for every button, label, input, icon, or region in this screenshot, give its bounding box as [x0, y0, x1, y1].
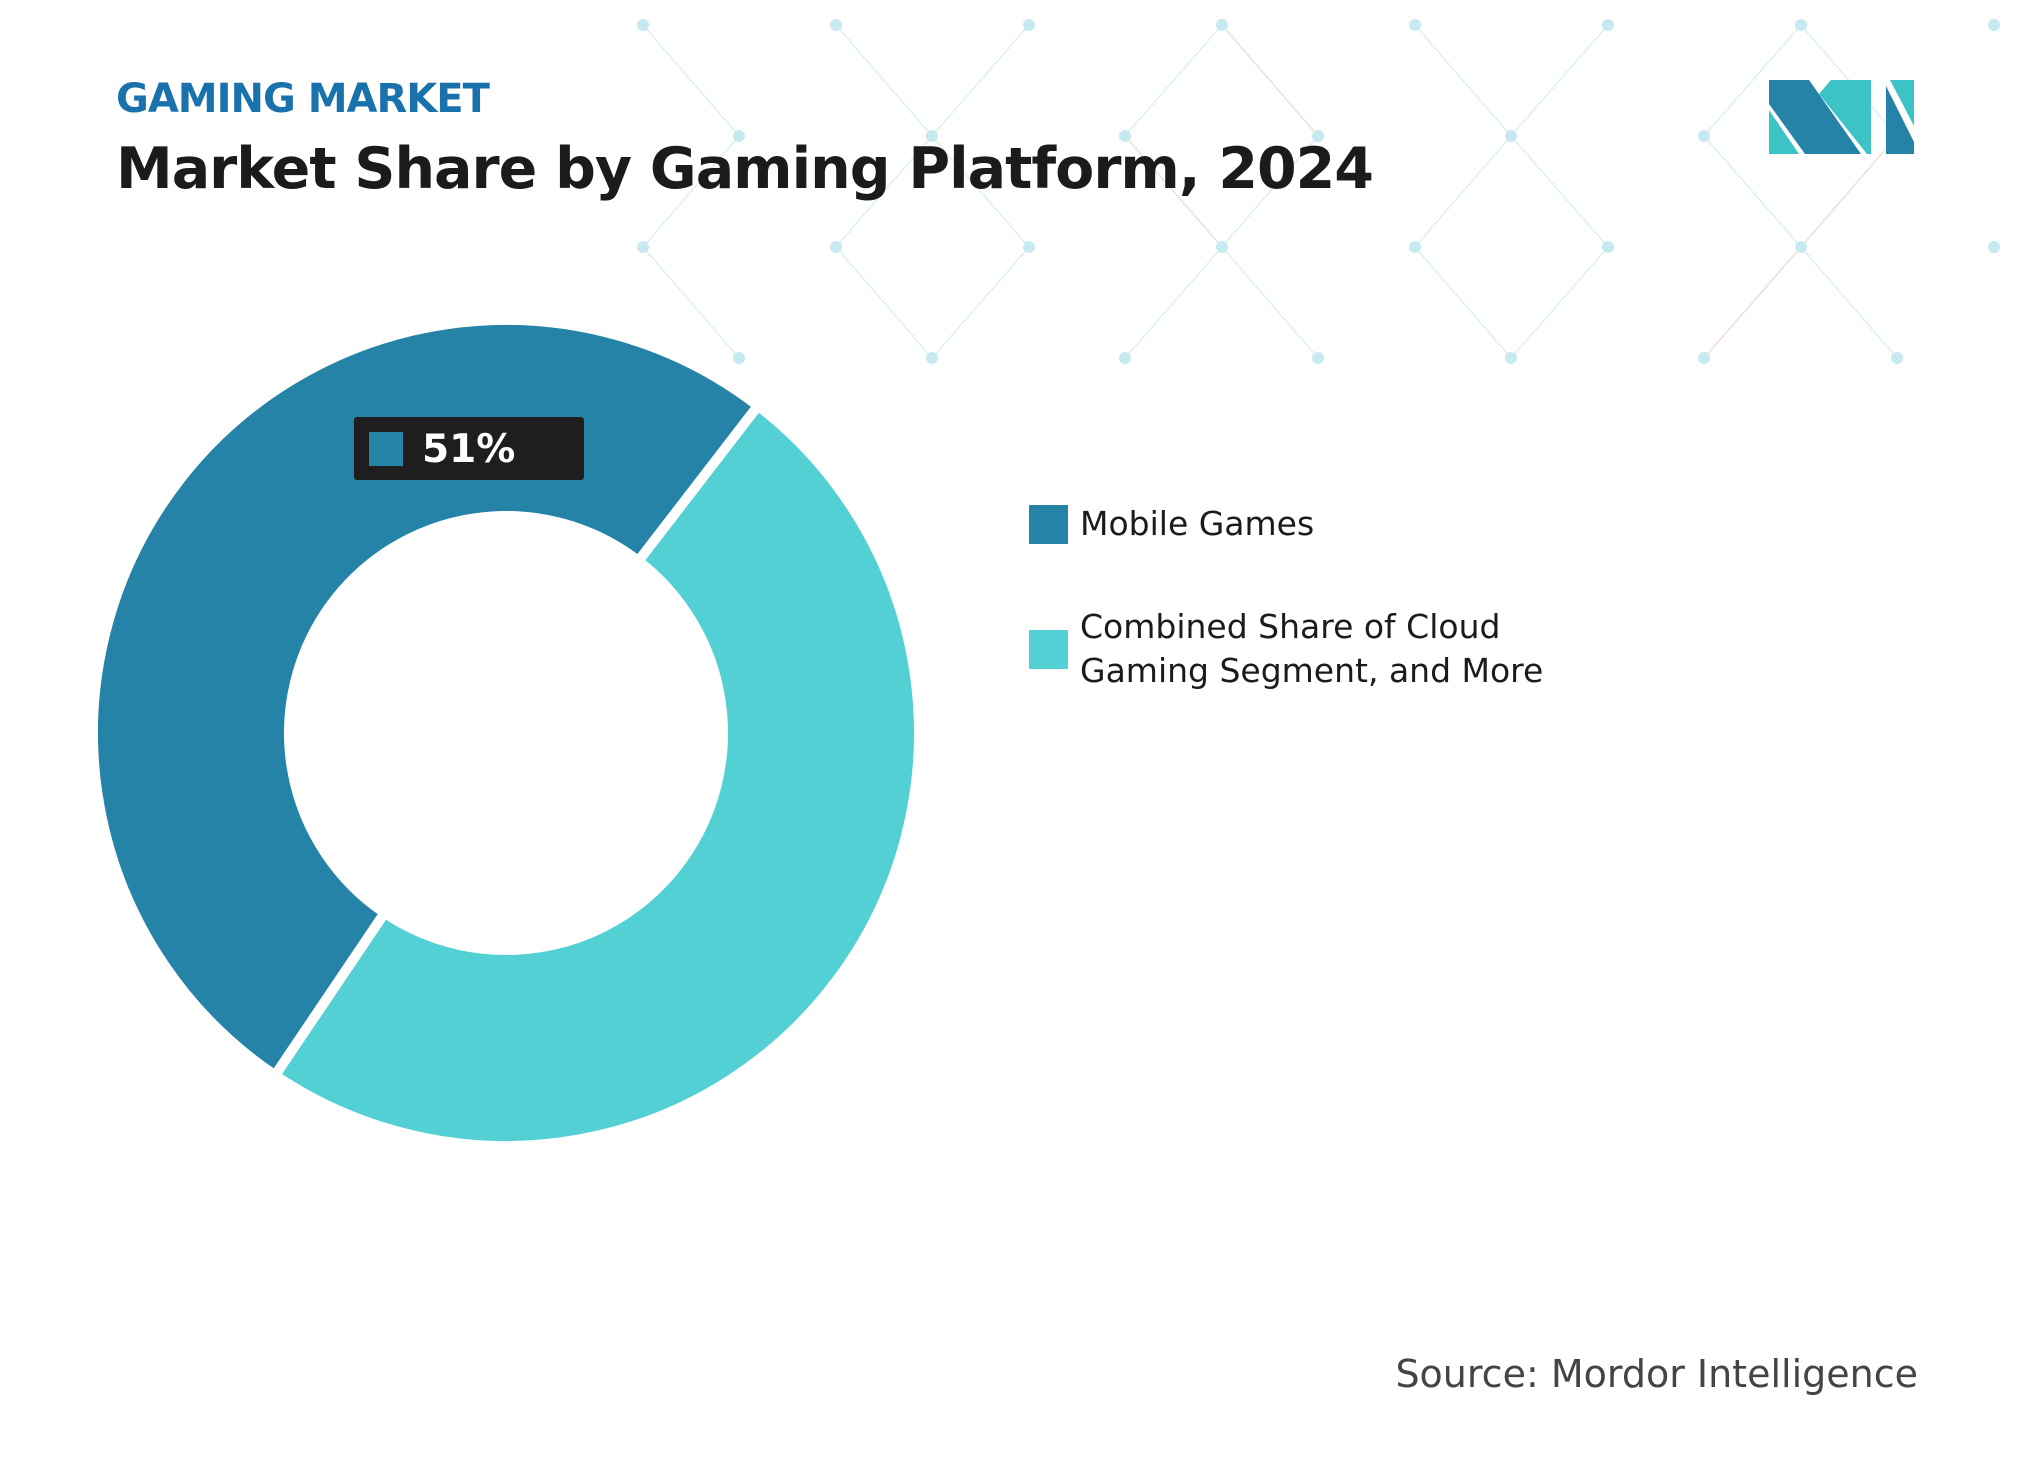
legend-swatch: [1029, 505, 1068, 544]
donut-chart: [87, 314, 924, 1151]
donut-slice-cloud-and-more: [268, 398, 924, 1151]
pattern-line: [835, 246, 933, 359]
pattern-dot: [1988, 19, 2000, 31]
pattern-dot: [637, 241, 649, 253]
pattern-line: [1800, 135, 1898, 248]
pattern-line: [1221, 246, 1319, 359]
legend-swatch: [1029, 630, 1068, 669]
pattern-line: [1510, 24, 1609, 137]
pattern-dot: [1505, 352, 1517, 364]
pattern-line: [1703, 135, 1802, 248]
pattern-dot: [1602, 241, 1614, 253]
chart-title: Market Share by Gaming Platform, 2024: [116, 136, 1374, 202]
pattern-dot: [1795, 241, 1807, 253]
pattern-dot: [1891, 352, 1903, 364]
pattern-dot: [1216, 241, 1228, 253]
report-kicker: GAMING MARKET: [116, 76, 490, 122]
pattern-dot: [1988, 241, 2000, 253]
pattern-dot: [1698, 352, 1710, 364]
pattern-dot: [830, 19, 842, 31]
pattern-line: [835, 24, 933, 137]
pattern-dot: [1698, 130, 1710, 142]
pattern-line: [1510, 246, 1609, 359]
pattern-line: [1414, 135, 1512, 248]
pattern-line: [1800, 246, 1898, 359]
pattern-dot: [926, 130, 938, 142]
legend-label: Combined Share of Cloud Gaming Segment, …: [1080, 605, 1680, 693]
pattern-dot: [1023, 19, 1035, 31]
legend-label-line2: Gaming Segment, and More: [1080, 651, 1544, 690]
pattern-dot: [1216, 19, 1228, 31]
pattern-line: [642, 246, 740, 359]
pattern-line: [642, 24, 740, 137]
pattern-line: [931, 135, 1030, 248]
data-label-swatch: [369, 432, 403, 466]
pattern-line: [642, 135, 740, 248]
pattern-dot: [1602, 19, 1614, 31]
data-label-text: 51%: [422, 427, 516, 472]
pattern-line: [835, 135, 933, 248]
pattern-dot: [733, 352, 745, 364]
pattern-line: [1414, 246, 1512, 359]
source-note: Source: Mordor Intelligence: [1395, 1352, 1918, 1396]
pattern-line: [1703, 246, 1802, 359]
pattern-line: [1510, 135, 1609, 248]
pattern-line: [931, 24, 1030, 137]
pattern-line: [1124, 24, 1223, 137]
pattern-dot: [1119, 130, 1131, 142]
pattern-dot: [1312, 130, 1324, 142]
pattern-line: [1703, 24, 1802, 137]
pattern-dot: [926, 352, 938, 364]
pattern-dot: [1409, 241, 1421, 253]
pattern-line: [1124, 246, 1223, 359]
donut-slice-mobile-games: [87, 314, 766, 1083]
pattern-line: [1124, 135, 1223, 248]
mordor-intelligence-logo: [1769, 80, 1914, 154]
pattern-line: [1221, 135, 1319, 248]
legend-label: Mobile Games: [1080, 504, 1315, 543]
data-label-mobile: 51%: [354, 417, 584, 480]
pattern-dot: [1119, 352, 1131, 364]
pattern-dot: [733, 130, 745, 142]
pattern-dot: [1023, 241, 1035, 253]
legend-label-line1: Combined Share of Cloud: [1080, 607, 1501, 646]
pattern-dot: [1409, 19, 1421, 31]
pattern-dot: [637, 19, 649, 31]
pattern-line: [1414, 24, 1512, 137]
pattern-dot: [1505, 130, 1517, 142]
pattern-line: [1221, 24, 1319, 137]
pattern-dot: [1312, 352, 1324, 364]
pattern-dot: [1795, 19, 1807, 31]
pattern-dot: [830, 241, 842, 253]
pattern-line: [931, 246, 1030, 359]
